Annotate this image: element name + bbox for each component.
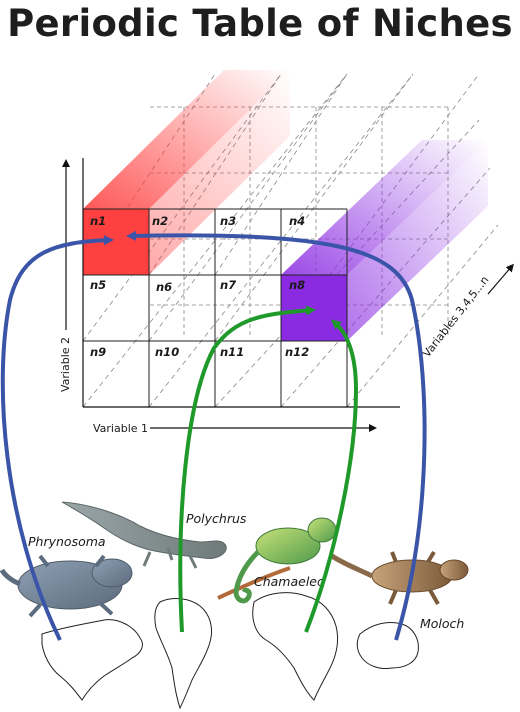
arrow-phrynosoma-to-n1 <box>0 235 114 641</box>
chamaeleo-illustration <box>217 517 337 604</box>
cell-label-n1: n1 <box>90 214 106 228</box>
phrynosoma-illustration <box>0 554 133 618</box>
species-label-chamaeleo: Chamaeleo <box>254 574 325 589</box>
cell-label-n10: n10 <box>155 345 179 359</box>
continent-outlines <box>41 592 419 710</box>
africa-outline <box>252 592 339 701</box>
cell-label-n9: n9 <box>90 345 106 359</box>
species-label-moloch: Moloch <box>420 616 464 631</box>
cell-label-n7: n7 <box>220 278 236 292</box>
species-label-polychrus: Polychrus <box>186 511 247 526</box>
cell-label-n2: n2 <box>152 214 168 228</box>
cell-label-n12: n12 <box>285 345 309 359</box>
cell-label-n8: n8 <box>289 278 305 292</box>
z-axis-label: Variables 3,4,5...n <box>420 274 491 360</box>
cell-label-n3: n3 <box>220 214 236 228</box>
cell-labels: n1 n2 n3 n4 n5 n6 n7 n8 n9 n10 n11 n12 <box>90 214 309 359</box>
z-axis-arrow <box>487 263 514 295</box>
arrow-moloch-to-n1 <box>126 230 427 641</box>
cell-label-n11: n11 <box>220 345 244 359</box>
moloch-illustration <box>330 550 469 605</box>
polychrus-illustration <box>61 501 227 569</box>
cell-label-n5: n5 <box>90 278 106 292</box>
species-label-phrynosoma: Phrynosoma <box>28 534 106 549</box>
front-grid <box>83 208 348 407</box>
arrow-polychrus-to-n8 <box>178 305 316 633</box>
cell-label-n6: n6 <box>156 280 172 294</box>
north-america-outline <box>41 619 143 701</box>
red-niche-extrusion <box>83 70 290 209</box>
diagram-title: Periodic Table of Niches <box>7 2 513 45</box>
purple-niche-extrusion-lower <box>347 140 488 341</box>
australia-outline <box>356 621 419 669</box>
niche-arrows <box>0 230 427 641</box>
x-axis-label: Variable 1 <box>93 422 148 435</box>
y-axis-label: Variable 2 <box>59 337 72 392</box>
cell-label-n4: n4 <box>289 214 305 228</box>
arrow-chamaeleo-to-n8 <box>304 319 359 633</box>
south-america-outline <box>154 598 213 710</box>
purple-niche-extrusion <box>281 140 488 275</box>
